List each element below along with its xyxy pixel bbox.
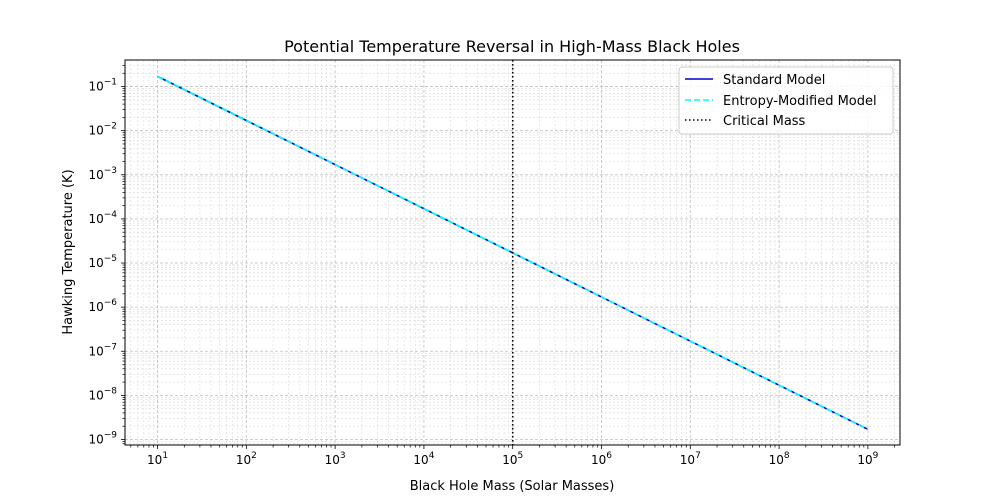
y-tick-label: 10−3 (88, 166, 117, 182)
y-tick-label: 10−1 (88, 78, 117, 94)
x-tick-label: 105 (502, 451, 523, 467)
y-tick-label: 10−9 (88, 430, 117, 446)
y-tick-label: 10−7 (88, 342, 117, 358)
legend-label-entropy-modified-model: Entropy-Modified Model (723, 94, 877, 109)
legend-box (678, 66, 894, 135)
legend-label-critical-mass: Critical Mass (723, 114, 806, 129)
x-tick-label: 104 (413, 451, 434, 467)
legend-label-standard-model: Standard Model (723, 73, 825, 88)
x-tick-label: 106 (591, 451, 612, 467)
x-tick-label: 101 (147, 451, 168, 467)
y-axis-ticks: 10−1 10−2 10−3 10−4 10−5 10−6 10−7 10−8 10−9 (88, 65, 125, 446)
series-layer (157, 60, 869, 445)
y-tick-label: 10−2 (88, 122, 117, 138)
y-tick-label: 10−4 (88, 210, 117, 226)
y-axis-label: Hawking Temperature (K) (61, 169, 76, 334)
grid-major (125, 60, 900, 445)
y-tick-label: 10−6 (88, 298, 117, 314)
chart-title: Potential Temperature Reversal in High-M… (284, 37, 740, 56)
x-axis-ticks: 101 102 103 104 105 106 107 108 109 (130, 445, 895, 467)
x-tick-label: 107 (680, 451, 701, 467)
x-tick-label: 108 (769, 451, 790, 467)
y-tick-label: 10−8 (88, 386, 117, 402)
y-tick-label: 10−5 (88, 254, 117, 270)
x-tick-label: 103 (325, 451, 346, 467)
x-tick-label: 109 (857, 451, 878, 467)
legend: Standard Model Entropy-Modified Model Cr… (678, 66, 894, 135)
x-axis-label: Black Hole Mass (Solar Masses) (410, 479, 615, 494)
x-tick-label: 102 (236, 451, 257, 467)
